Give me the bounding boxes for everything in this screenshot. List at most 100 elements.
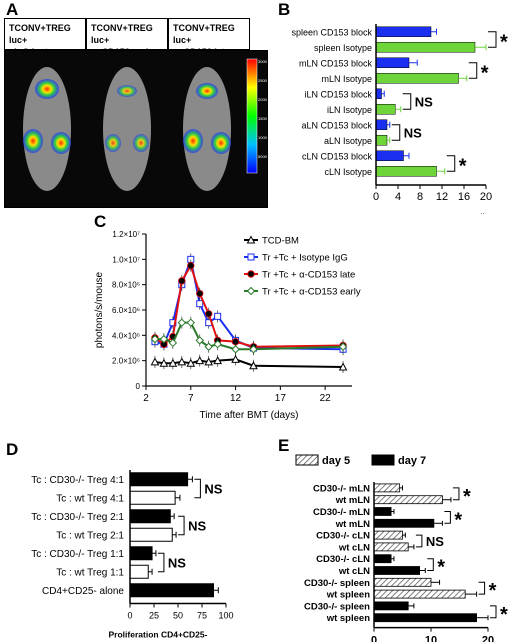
e-pair-2-annotation: * [454, 509, 462, 531]
data-point [231, 345, 240, 354]
bar [375, 150, 404, 161]
b-pair-2-bracket [468, 62, 478, 79]
x-tick-label: 22 [320, 393, 332, 404]
bar [373, 483, 401, 493]
category-label: CD4+CD25- alone [42, 586, 124, 597]
mouse-3-signal-right [211, 132, 231, 154]
data-point [214, 312, 222, 320]
data-point [159, 358, 169, 367]
x-tick-label: 0 [127, 611, 132, 621]
bar [375, 88, 382, 99]
x-tick-label: 20 [480, 191, 492, 203]
legend-swatch-day7 [371, 454, 395, 466]
category-label: aLN CD153 block [301, 120, 372, 130]
panel-label-d: D [6, 440, 19, 459]
x-tick-label: 4 [395, 191, 401, 203]
category-label: cLN Isotype [324, 167, 372, 177]
mouse-1-signal-right [51, 132, 71, 154]
condition-1-cells: TCONV+TREG luc+ [9, 23, 71, 45]
bar [129, 546, 153, 561]
b-pair-3-bracket [402, 93, 412, 110]
e-pair-2-bracket [444, 511, 451, 524]
b-pair-3-annotation: NS [415, 95, 433, 110]
category-label: wt mLN [335, 519, 370, 530]
data-point [204, 342, 213, 351]
bar [373, 542, 409, 552]
y-tick-label: 0 [136, 382, 141, 391]
bar [375, 57, 410, 68]
legend-marker [247, 270, 255, 278]
mouse-1-signal-upper [35, 79, 59, 99]
bar [375, 135, 388, 146]
category-label: iLN Isotype [327, 105, 372, 115]
panel-a-imaging: TCONV+TREG luc+ +IgG Isotype TCONV+TREG … [4, 18, 270, 208]
data-point [186, 318, 195, 327]
d-pair-3-annotation: NS [168, 556, 186, 571]
mouse-2-signal-left [105, 134, 121, 152]
x-tick-label: 25 [149, 611, 159, 621]
bioluminescence-image: 30000 25000 20000 15000 10000 5000 [4, 50, 270, 208]
data-point [204, 310, 213, 318]
x-tick-label: 2 [143, 393, 149, 404]
d-pair-2-bracket [178, 515, 185, 536]
x-tick-label: 0 [371, 635, 377, 642]
x-tick-label: 16 [458, 191, 470, 203]
colorbar-tick: 30000 [258, 59, 267, 64]
legend-marker [246, 286, 256, 296]
bar [375, 104, 396, 115]
bar [129, 527, 173, 542]
condition-header-2: TCONV+TREG luc+ +αCD153 early [86, 18, 168, 57]
category-label: wt spleen [326, 613, 370, 624]
bar [375, 73, 459, 84]
chart-d-proliferation: Tc : CD30-/- Treg 4:1 Tc : wt Treg 4:1 Tc … [31, 470, 234, 640]
data-point [177, 357, 187, 366]
x-tick-label: 12 [230, 393, 242, 404]
x-tick-label: 75 [197, 611, 207, 621]
x-tick-label: 17 [275, 393, 287, 404]
x-axis-label: Time after BMT (days) [200, 410, 299, 421]
category-label: Tc : wt Treg 4:1 [56, 493, 124, 504]
e-pair-6-annotation: * [500, 604, 508, 626]
category-label: Tc : CD30-/- Treg 2:1 [31, 512, 124, 523]
category-label: cLN CD153 block [302, 151, 373, 161]
x-tick-label: 50 [173, 611, 183, 621]
b-pair-5-annotation: * [459, 156, 467, 178]
b-pair-4-bracket [391, 124, 401, 141]
data-point [231, 354, 240, 363]
mouse-3-signal-left [183, 129, 203, 153]
e-pair-4-bracket [427, 558, 434, 571]
bar [373, 554, 392, 564]
colorbar-tick: 20000 [258, 97, 267, 102]
x-axis-label: Proliferation CD4+CD25- [109, 630, 208, 640]
category-label: spleen Isotype [314, 43, 372, 53]
colorbar-tick: 10000 [258, 135, 267, 140]
x-tick-label: 12 [436, 191, 448, 203]
legend-label: day 5 [322, 455, 350, 467]
d-pair-1-annotation: NS [204, 482, 222, 497]
category-label: Tc : CD30-/- Treg 1:1 [31, 549, 124, 560]
category-label: aLN Isotype [324, 136, 372, 146]
category-label: Tc : wt Treg 2:1 [56, 530, 124, 541]
category-label: wt mLN [335, 495, 370, 506]
bar [129, 564, 149, 579]
bar [373, 589, 466, 599]
data-point [196, 300, 204, 308]
data-point [150, 334, 160, 344]
y-tick-label: 4.0×10⁶ [112, 331, 140, 340]
x-tick-label: 0 [373, 191, 379, 203]
category-label: mLN CD153 block [299, 58, 373, 68]
e-pair-5-annotation: * [489, 580, 497, 602]
bar [373, 613, 477, 623]
data-point [159, 334, 169, 344]
data-point [249, 361, 258, 370]
condition-header-1: TCONV+TREG luc+ +IgG Isotype [4, 18, 86, 57]
x-tick-label: 10 [425, 635, 437, 642]
x-tick-label: 100 [218, 611, 233, 621]
mouse-3-signal-upper [196, 83, 218, 99]
category-label: Tc : wt Treg 1:1 [56, 567, 124, 578]
e-pair-1-annotation: * [463, 486, 471, 508]
legend-marker [247, 253, 255, 261]
data-point [195, 336, 204, 345]
chart-b-treg-by-organ: spleen CD153 block spleen Isotype mLN CD15… [291, 24, 508, 214]
legend-label: Tr +Tc + Isotype IgG [262, 253, 348, 264]
